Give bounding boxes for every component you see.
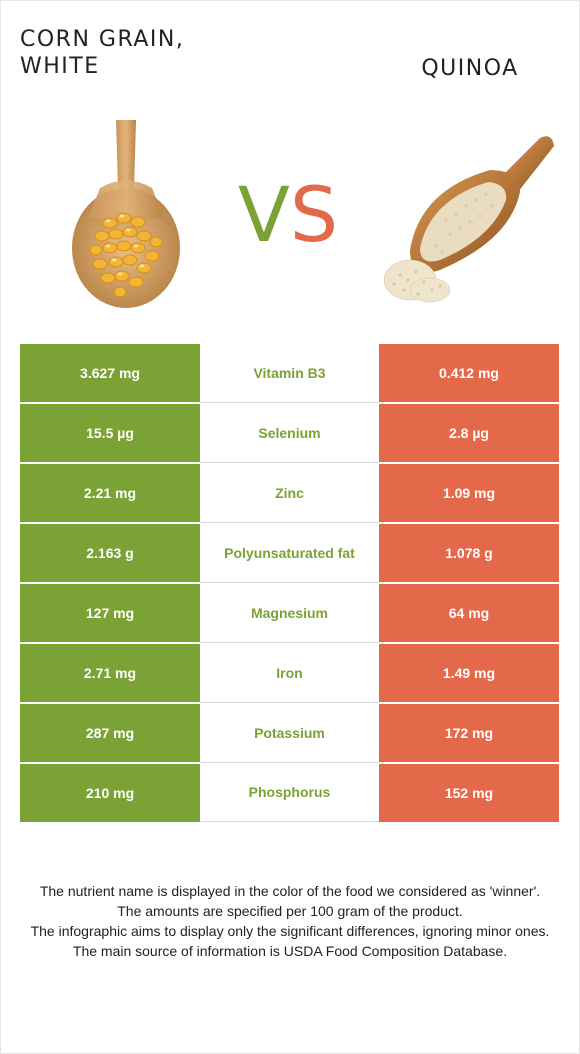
right-value: 152 mg: [378, 762, 559, 822]
footnotes: The nutrient name is displayed in the co…: [20, 881, 560, 961]
nutrient-name: Polyunsaturated fat: [200, 522, 379, 583]
nutrient-name: Magnesium: [200, 582, 379, 643]
left-value: 3.627 mg: [20, 343, 200, 404]
footnote-1: The nutrient name is displayed in the co…: [39, 883, 541, 899]
table-row: 2.163 g Polyunsaturated fat 1.078 g: [20, 522, 559, 584]
corn-spoon-image: [60, 118, 190, 310]
table-row: 3.627 mg Vitamin B3 0.412 mg: [20, 343, 559, 404]
nutrient-comparison-table: 3.627 mg Vitamin B3 0.412 mg 15.5 µg Seleniu…: [20, 343, 559, 822]
versus-label: VS: [226, 170, 350, 260]
nutrient-name: Selenium: [200, 402, 379, 463]
table-row: 2.21 mg Zinc 1.09 mg: [20, 462, 559, 524]
right-value: 64 mg: [378, 582, 559, 644]
left-value: 127 mg: [20, 582, 200, 644]
left-value: 210 mg: [20, 762, 200, 822]
left-food-title-line2: WHITE: [20, 54, 100, 79]
left-value: 2.163 g: [20, 522, 200, 584]
quinoa-scoop-image: [380, 130, 560, 310]
versus-s: S: [289, 170, 339, 259]
footnote-4: The main source of information is USDA F…: [72, 943, 508, 959]
nutrient-name: Phosphorus: [200, 762, 379, 822]
nutrient-name: Iron: [200, 642, 379, 703]
right-food-title: QUINOA: [421, 56, 519, 81]
left-value: 2.71 mg: [20, 642, 200, 704]
table-row: 15.5 µg Selenium 2.8 µg: [20, 402, 559, 464]
right-value: 172 mg: [378, 702, 559, 764]
table-row: 2.71 mg Iron 1.49 mg: [20, 642, 559, 704]
versus-v: V: [237, 170, 290, 259]
nutrient-name: Vitamin B3: [200, 343, 379, 403]
table-row: 127 mg Magnesium 64 mg: [20, 582, 559, 644]
table-row: 287 mg Potassium 172 mg: [20, 702, 559, 764]
right-value: 1.078 g: [378, 522, 559, 584]
right-value: 1.09 mg: [378, 462, 559, 524]
right-value: 0.412 mg: [378, 343, 559, 404]
left-value: 15.5 µg: [20, 402, 200, 464]
left-food-title: CORN GRAIN, WHITE: [20, 26, 250, 80]
footnote-2: The amounts are specified per 100 gram o…: [117, 903, 463, 919]
right-value: 2.8 µg: [378, 402, 559, 464]
right-value: 1.49 mg: [378, 642, 559, 704]
nutrient-name: Zinc: [200, 462, 379, 523]
nutrient-name: Potassium: [200, 702, 379, 763]
left-value: 2.21 mg: [20, 462, 200, 524]
table-row: 210 mg Phosphorus 152 mg: [20, 762, 559, 822]
left-food-title-line1: CORN GRAIN,: [20, 27, 185, 52]
left-value: 287 mg: [20, 702, 200, 764]
footnote-3: The infographic aims to display only the…: [30, 923, 550, 939]
